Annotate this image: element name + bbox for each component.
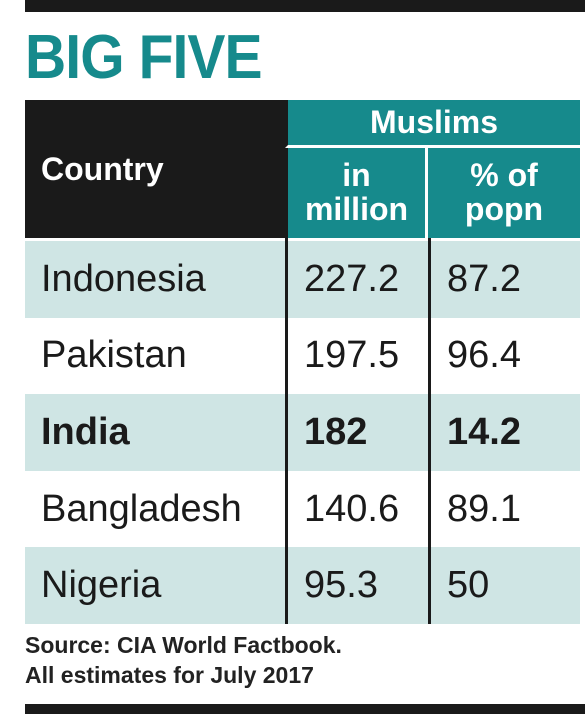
country-cell: Indonesia: [41, 257, 206, 300]
value-cell: 14.2: [447, 410, 521, 453]
value-cell: 96.4: [447, 334, 521, 377]
value-cell: 140.6: [304, 487, 400, 530]
country-cell: Bangladesh: [41, 487, 242, 530]
value-cell: 87.2: [447, 257, 521, 300]
column-header: in million: [285, 148, 428, 238]
title: BIG FIVE: [25, 23, 263, 92]
country-cell: Nigeria: [41, 564, 162, 607]
column-divider: [428, 238, 431, 624]
table-row: [25, 317, 580, 395]
country-cell: India: [41, 410, 130, 453]
bottom-rule: [25, 704, 585, 714]
column-header: % of popn: [428, 148, 580, 238]
value-cell: 197.5: [304, 334, 400, 377]
table-row: [25, 241, 580, 318]
value-cell: 227.2: [304, 257, 400, 300]
value-cell: 89.1: [447, 487, 521, 530]
table-row: [25, 394, 580, 471]
value-cell: 95.3: [304, 564, 378, 607]
value-cell: 182: [304, 410, 368, 453]
column-divider: [285, 238, 288, 624]
top-rule: [25, 0, 585, 12]
group-header: Muslims: [285, 100, 580, 148]
country-cell: Pakistan: [41, 334, 187, 377]
column-header-text: in million: [304, 157, 409, 227]
table-row: [25, 470, 580, 548]
country-header: Country: [25, 100, 285, 238]
column-header-text: % of popn: [464, 157, 544, 227]
table-row: [25, 547, 580, 624]
source-note: All estimates for July 2017: [25, 662, 314, 688]
source-note: Source: CIA World Factbook.: [25, 632, 342, 658]
value-cell: 50: [447, 564, 490, 607]
